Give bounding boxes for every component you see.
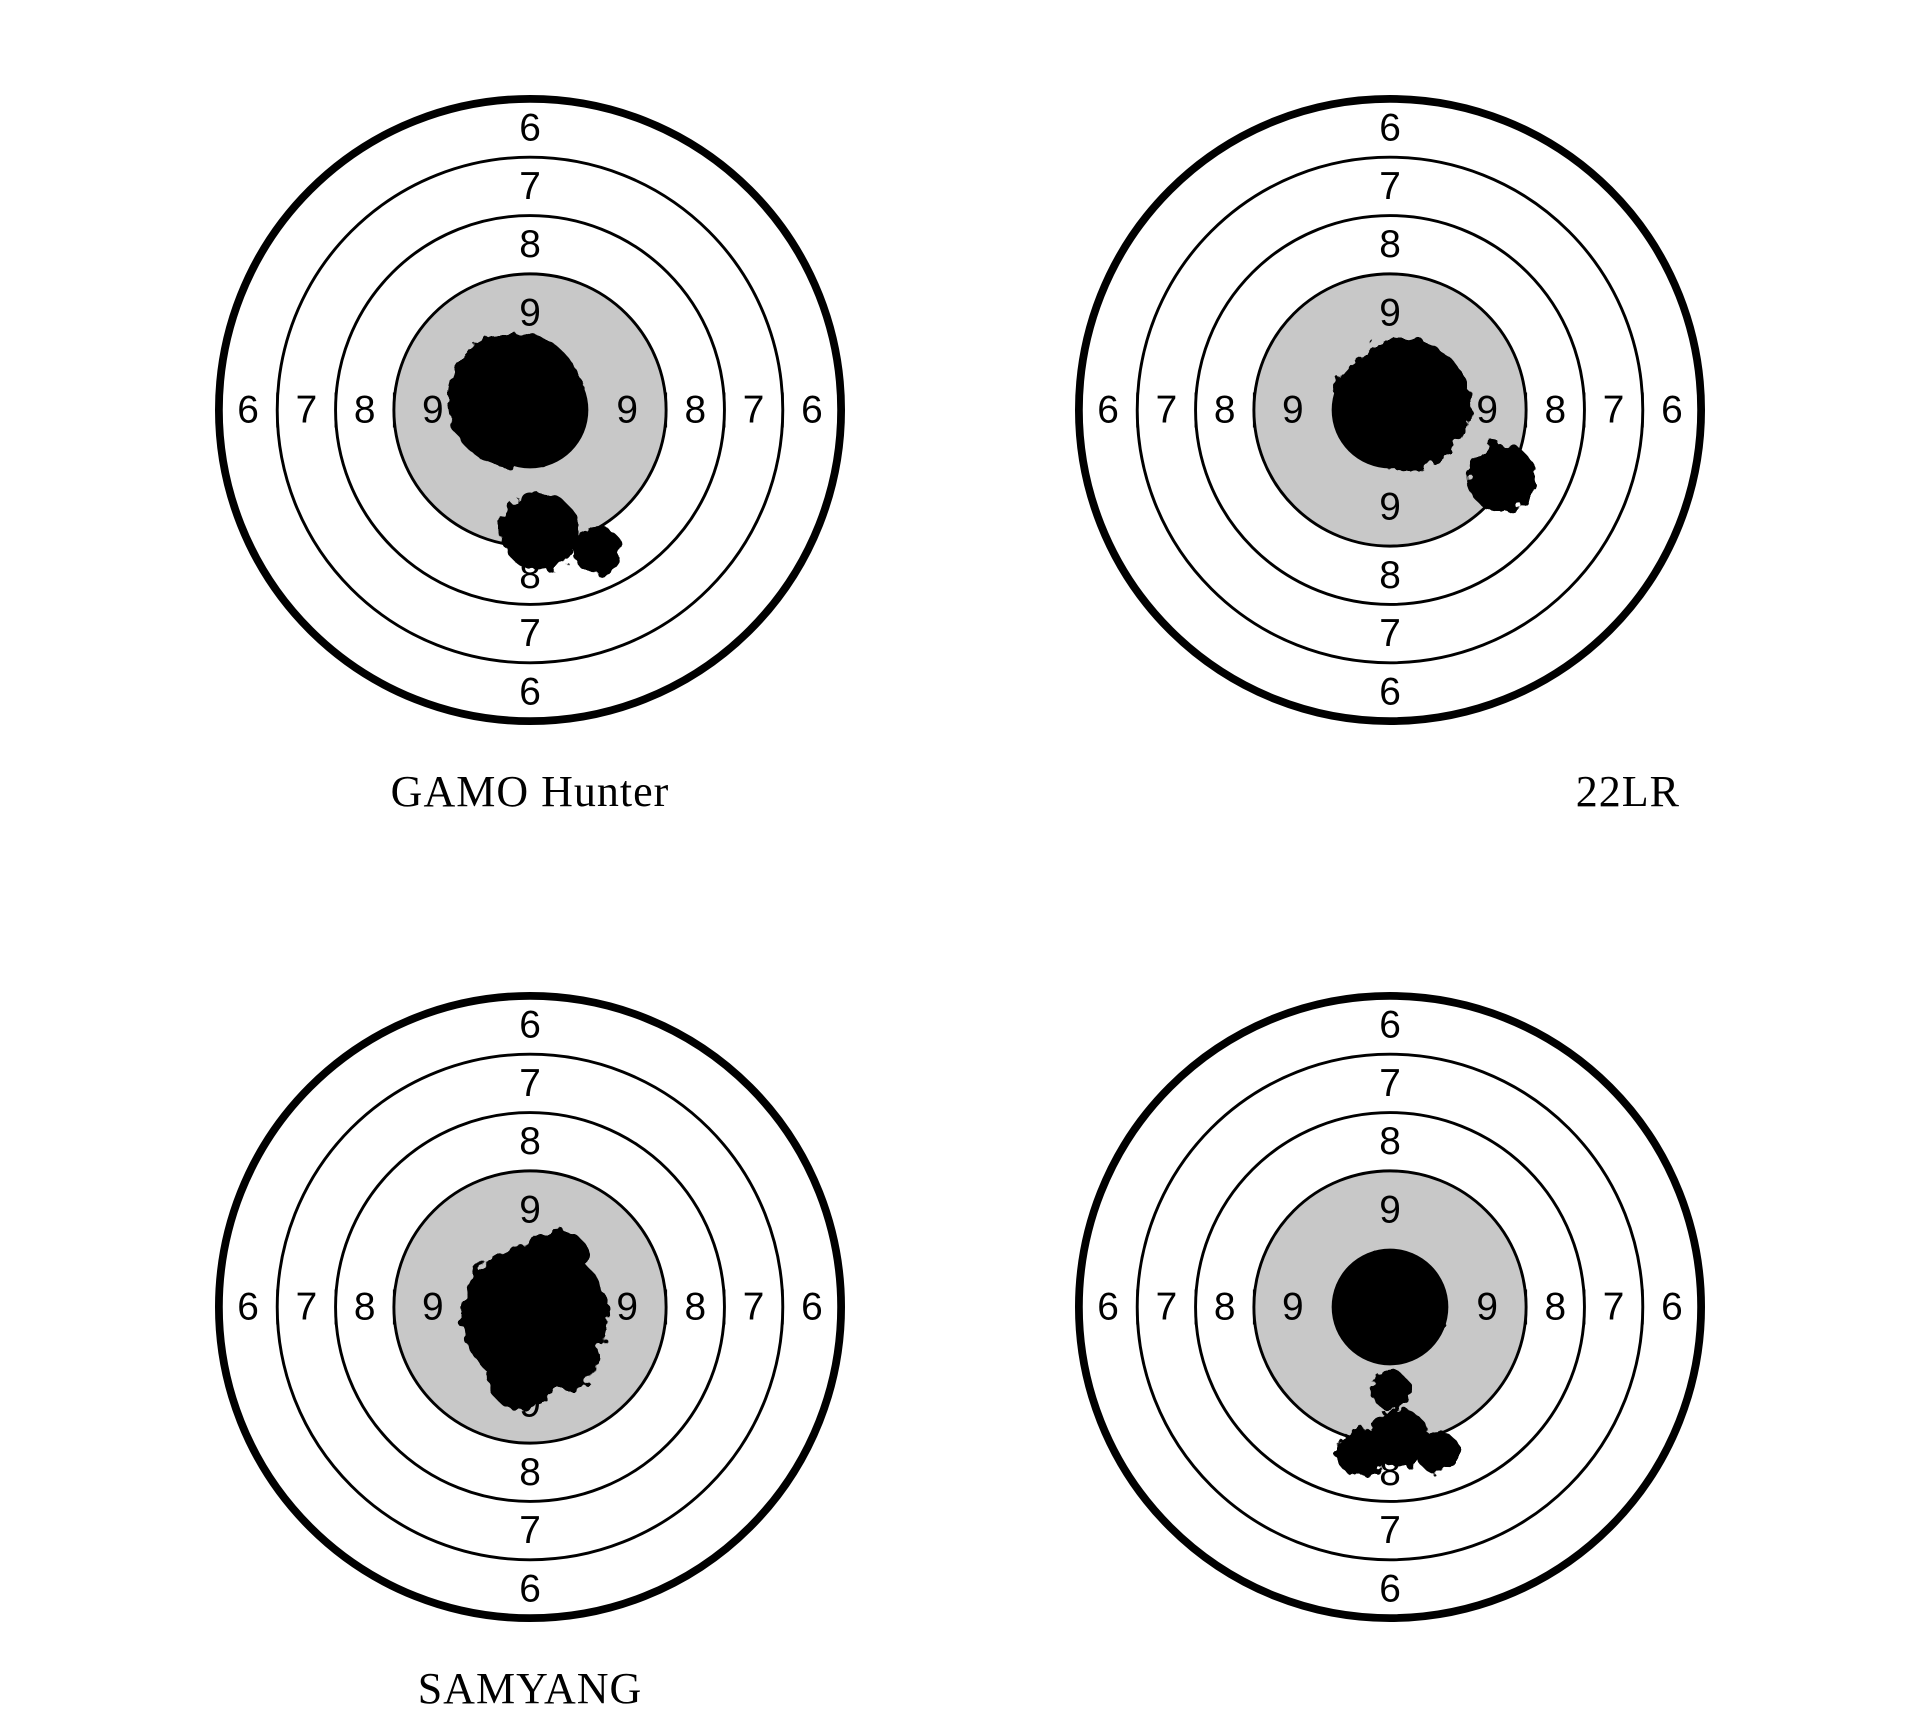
svg-text:7: 7 xyxy=(1379,612,1401,655)
target-cell-top-left: 667788996677889910GAMO Hunter xyxy=(180,60,880,817)
target-cell-bottom-left: 667788996677889910SAMYANG xyxy=(180,957,880,1714)
svg-text:7: 7 xyxy=(1156,389,1178,432)
svg-text:6: 6 xyxy=(237,389,259,432)
svg-text:6: 6 xyxy=(519,107,541,150)
svg-text:6: 6 xyxy=(1661,1286,1683,1329)
targets-grid: 667788996677889910GAMO Hunter66778899667… xyxy=(180,60,1740,1714)
svg-text:7: 7 xyxy=(519,612,541,655)
svg-text:6: 6 xyxy=(519,1004,541,1047)
svg-text:7: 7 xyxy=(1603,389,1625,432)
svg-text:9: 9 xyxy=(1379,291,1401,334)
svg-text:6: 6 xyxy=(237,1286,259,1329)
svg-text:9: 9 xyxy=(1282,389,1304,432)
svg-text:8: 8 xyxy=(519,223,541,266)
svg-text:6: 6 xyxy=(801,1286,823,1329)
target-caption-bottom-left: SAMYANG xyxy=(418,1663,643,1714)
svg-text:9: 9 xyxy=(1476,389,1498,432)
target-top-right: 667788996677889910 xyxy=(1040,60,1740,760)
svg-text:7: 7 xyxy=(743,389,765,432)
svg-text:6: 6 xyxy=(1097,1286,1119,1329)
svg-text:9: 9 xyxy=(616,389,638,432)
svg-text:9: 9 xyxy=(1379,1188,1401,1231)
svg-text:9: 9 xyxy=(519,291,541,334)
target-bottom-right: 667788996677889910 xyxy=(1040,957,1740,1657)
svg-text:8: 8 xyxy=(684,1286,706,1329)
svg-text:9: 9 xyxy=(1379,486,1401,529)
svg-text:7: 7 xyxy=(1156,1286,1178,1329)
svg-text:8: 8 xyxy=(1379,554,1401,597)
svg-text:6: 6 xyxy=(1097,389,1119,432)
target-top-left: 667788996677889910 xyxy=(180,60,880,760)
svg-text:7: 7 xyxy=(519,1509,541,1552)
svg-text:8: 8 xyxy=(684,389,706,432)
svg-text:7: 7 xyxy=(1379,1509,1401,1552)
svg-text:8: 8 xyxy=(1544,1286,1566,1329)
svg-text:7: 7 xyxy=(519,165,541,208)
svg-text:8: 8 xyxy=(1379,1120,1401,1163)
svg-text:7: 7 xyxy=(1603,1286,1625,1329)
svg-text:6: 6 xyxy=(519,670,541,713)
svg-text:6: 6 xyxy=(1379,107,1401,150)
target-caption-top-right: 22LR xyxy=(1576,766,1680,817)
svg-text:7: 7 xyxy=(519,1062,541,1105)
svg-text:9: 9 xyxy=(422,1286,444,1329)
target-caption-top-left: GAMO Hunter xyxy=(391,766,670,817)
svg-text:7: 7 xyxy=(743,1286,765,1329)
svg-text:9: 9 xyxy=(1476,1286,1498,1329)
svg-text:9: 9 xyxy=(1282,1286,1304,1329)
svg-text:7: 7 xyxy=(1379,165,1401,208)
svg-text:8: 8 xyxy=(1379,223,1401,266)
svg-text:9: 9 xyxy=(422,389,444,432)
target-cell-top-right: 66778899667788991022LR xyxy=(1040,60,1740,817)
svg-text:8: 8 xyxy=(519,1451,541,1494)
svg-text:9: 9 xyxy=(616,1286,638,1329)
target-bottom-left: 667788996677889910 xyxy=(180,957,880,1657)
svg-text:8: 8 xyxy=(354,389,376,432)
svg-text:7: 7 xyxy=(1379,1062,1401,1105)
svg-text:6: 6 xyxy=(1379,1004,1401,1047)
svg-text:6: 6 xyxy=(1661,389,1683,432)
target-cell-bottom-right: 667788996677889910 xyxy=(1040,957,1740,1714)
svg-text:8: 8 xyxy=(354,1286,376,1329)
svg-text:6: 6 xyxy=(519,1567,541,1610)
svg-text:8: 8 xyxy=(519,1120,541,1163)
svg-text:9: 9 xyxy=(519,1188,541,1231)
svg-text:7: 7 xyxy=(296,389,318,432)
svg-text:8: 8 xyxy=(1214,1286,1236,1329)
svg-text:7: 7 xyxy=(296,1286,318,1329)
svg-text:8: 8 xyxy=(1214,389,1236,432)
svg-text:6: 6 xyxy=(1379,1567,1401,1610)
svg-text:6: 6 xyxy=(801,389,823,432)
svg-text:8: 8 xyxy=(1544,389,1566,432)
svg-text:6: 6 xyxy=(1379,670,1401,713)
